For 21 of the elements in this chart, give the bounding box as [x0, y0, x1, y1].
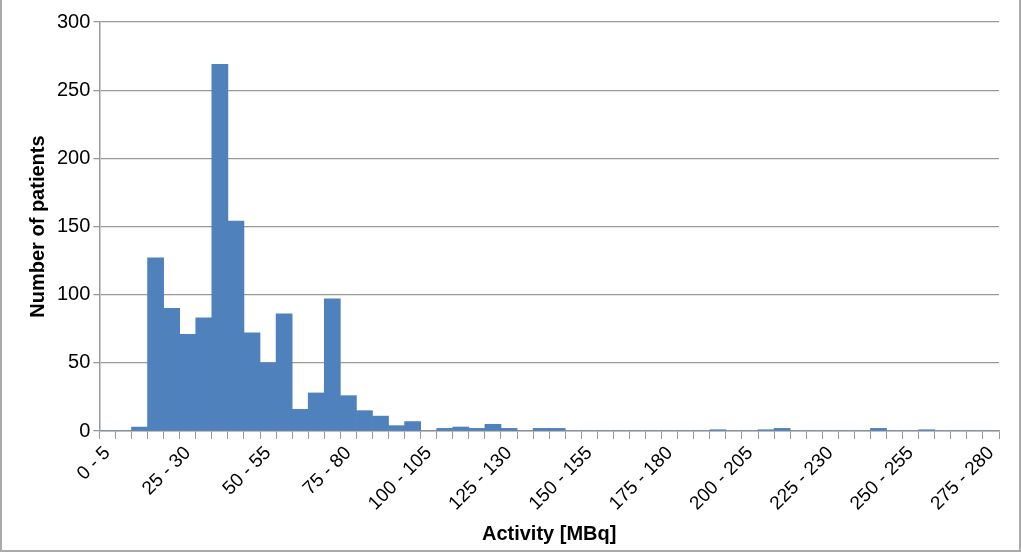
- x-tick-label: 250 - 255: [845, 441, 918, 514]
- x-tick-label: 275 - 280: [925, 441, 998, 514]
- x-tick-label: 150 - 155: [524, 441, 596, 514]
- x-tick-label: 0 - 5: [72, 441, 114, 484]
- y-tick-label: 100: [56, 282, 91, 305]
- y-tick-label: 0: [79, 418, 91, 441]
- x-tick-label: 75 - 80: [298, 441, 355, 499]
- x-tick-label: 25 - 30: [137, 441, 195, 499]
- y-tick-label: 250: [56, 77, 91, 100]
- y-tick-label: 200: [56, 145, 91, 168]
- x-tick-label: 200 - 205: [684, 441, 757, 514]
- y-tick-label: 150: [56, 214, 91, 237]
- x-tick-label: 175 - 180: [604, 441, 677, 514]
- x-tick-label: 50 - 55: [217, 441, 275, 499]
- y-tick-label: 300: [56, 9, 91, 32]
- x-tick-label: 125 - 130: [443, 441, 516, 514]
- x-tick-label: 100 - 105: [363, 441, 436, 514]
- y-tick-label: 50: [68, 350, 91, 373]
- y-axis-title: Number of patients: [25, 135, 48, 318]
- x-axis-title: Activity [MBq]: [481, 521, 617, 544]
- x-tick-label: 225 - 230: [765, 441, 837, 514]
